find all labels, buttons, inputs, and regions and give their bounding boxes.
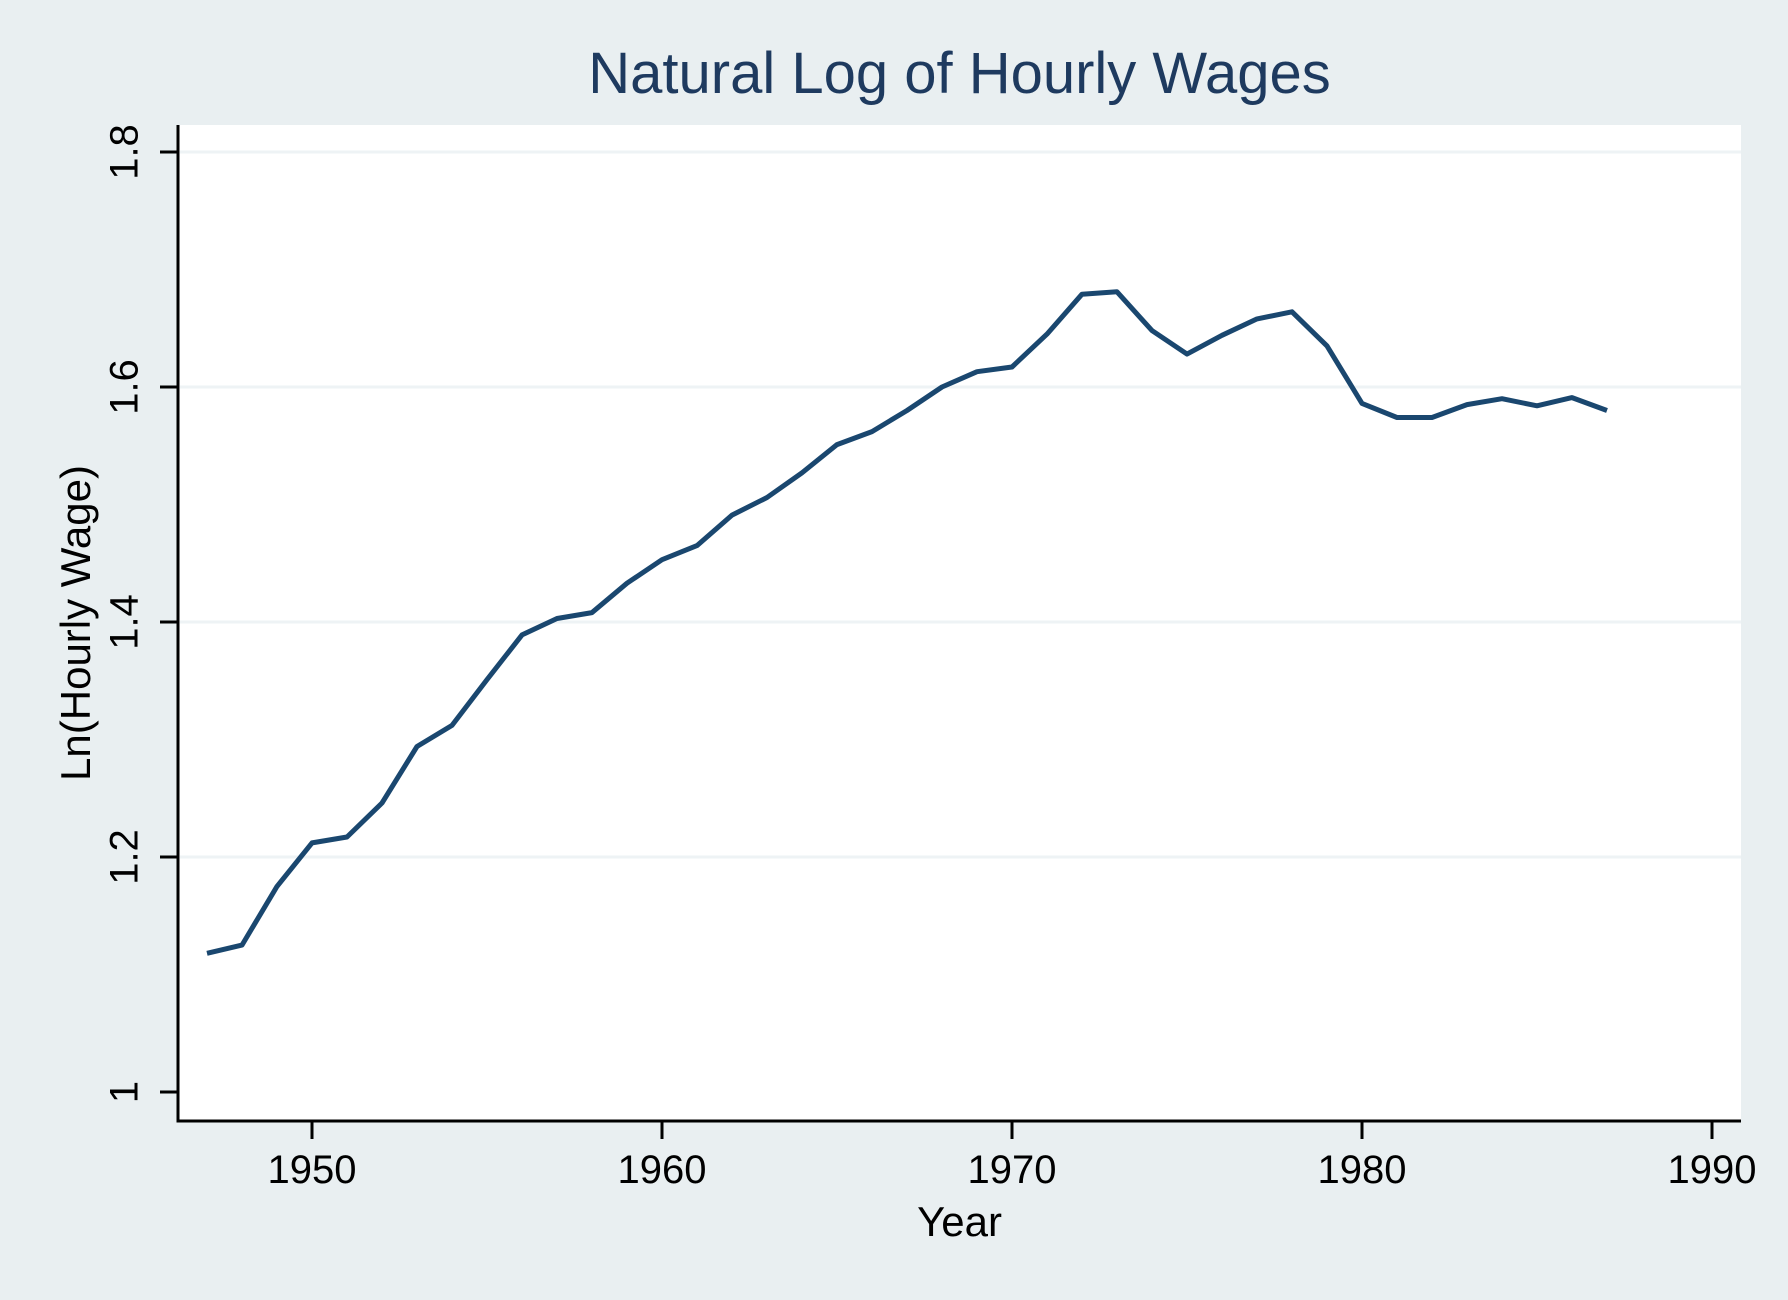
gridlines-group bbox=[180, 150, 1741, 859]
x-tick-label: 1980 bbox=[1317, 1148, 1407, 1192]
x-tick-label: 1960 bbox=[617, 1148, 707, 1192]
y-tick-label: 1.4 bbox=[102, 594, 147, 650]
y-tick-label: 1.2 bbox=[102, 829, 147, 885]
x-tick-label: 1970 bbox=[967, 1148, 1057, 1192]
axis-lines bbox=[176, 125, 1741, 1123]
y-axis-title: Ln(Hourly Wage) bbox=[52, 465, 99, 781]
ticks-group bbox=[160, 150, 1714, 1139]
y-tick-label: 1.6 bbox=[102, 359, 147, 415]
y-tick-label: 1 bbox=[102, 1080, 147, 1104]
x-tick-label: 1990 bbox=[1667, 1148, 1757, 1192]
x-tick-label: 1950 bbox=[267, 1148, 357, 1192]
chart-title: Natural Log of Hourly Wages bbox=[588, 41, 1331, 106]
y-tick-label: 1.8 bbox=[102, 124, 147, 180]
wage-line-series bbox=[206, 289, 1608, 956]
x-axis-title: Year bbox=[917, 1198, 1002, 1245]
